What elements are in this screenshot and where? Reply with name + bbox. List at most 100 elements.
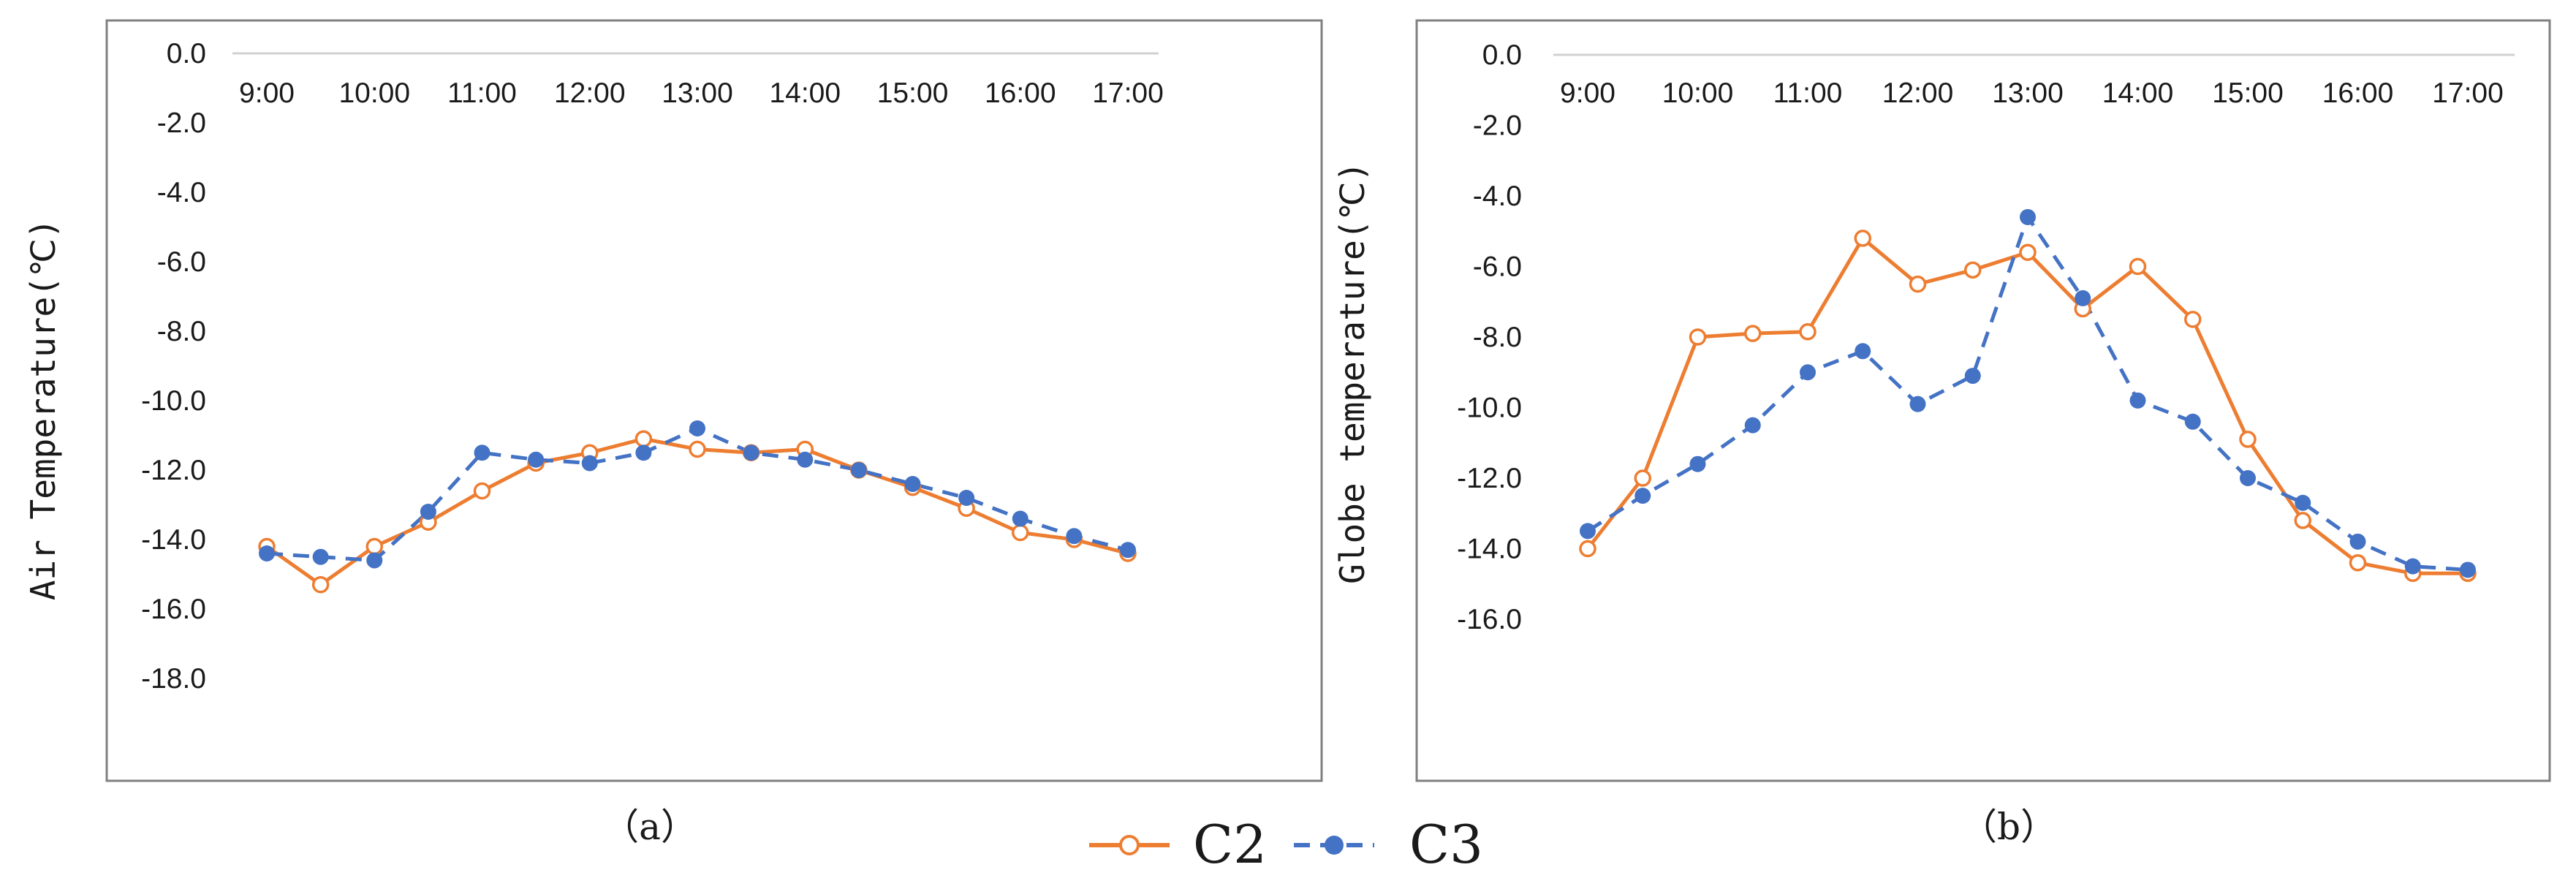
panel-b-series-c3-point <box>1855 343 1871 360</box>
panel-b-frame <box>1415 19 2551 782</box>
panel-a-series-c3-point <box>528 451 545 468</box>
panel-b-series-c3-point <box>2184 413 2201 430</box>
panel-b-series-c3-point <box>1689 455 1706 472</box>
panel-b-series-c2-point <box>1579 540 1596 558</box>
panel-b-caption: （b） <box>1961 806 2057 848</box>
panel-b-series-c3-point <box>1964 368 1981 385</box>
panel-b-y-tick-label: -8.0 <box>1473 322 1522 353</box>
panel-a-series-c2-point <box>311 576 330 594</box>
panel-b-series-c2-point <box>1964 261 1982 279</box>
panel-b-x-tick-label: 11:00 <box>1773 77 1843 109</box>
panel-a-caption: （a） <box>602 806 697 848</box>
panel-b-series-c3-point <box>1744 417 1761 434</box>
panel-a-series-c3-point <box>797 451 814 468</box>
legend-c3-label: C3 <box>1409 814 1483 875</box>
panel-b-x-tick-label: 16:00 <box>2322 77 2394 109</box>
panel-a-plot <box>232 52 1159 594</box>
panel-a-series-c3-point <box>1012 510 1028 527</box>
panel-a-x-tick-label: 9:00 <box>239 77 295 109</box>
panel-a-y-axis-title: Air Temperature(℃) <box>23 219 63 600</box>
panel-a-x-tick-label: 15:00 <box>877 77 949 109</box>
panel-b-series-c2-point <box>2294 512 2311 529</box>
panel-b-series-c2-point <box>2019 243 2037 261</box>
panel-a-series-c3-point <box>366 552 383 569</box>
panel-a-x-tick-label: 16:00 <box>985 77 1056 109</box>
panel-b-y-tick-label: -2.0 <box>1473 110 1522 142</box>
panel-b-series-c2-point <box>1634 469 1651 487</box>
panel-b-series-c3-point <box>1634 488 1651 504</box>
panel-b-x-tick-label: 17:00 <box>2432 77 2504 109</box>
panel-b-series-c3-point <box>2460 561 2476 578</box>
panel-b-y-axis-title: Globe temperature(℃) <box>1333 162 1372 584</box>
panel-b-series-c2-point <box>2184 311 2202 328</box>
panel-b-series-c3-point <box>2404 558 2421 575</box>
panel-a-series-c3-point <box>958 490 975 506</box>
panel-a-y-tick-label: -4.0 <box>157 177 206 208</box>
panel-b-series-c3-point <box>1580 523 1596 540</box>
panel-a-series-c3-point <box>1120 542 1136 559</box>
panel-a-series-c3-point <box>635 444 652 461</box>
panel-b-series-c3-point <box>1909 396 1926 412</box>
panel-a-frame <box>105 19 1323 782</box>
panel-b-y-tick-label: -14.0 <box>1457 534 1522 565</box>
panel-a-series-c3-point <box>1066 528 1083 545</box>
panel-b-series-c3-point <box>2295 494 2311 511</box>
panel-a-axis-labels: 0.0 -2.0 -4.0 -6.0 -8.0 -10.0 -12.0 -14.0 -16.0 -… <box>141 38 1164 695</box>
panel-b-series-c3-point <box>2075 290 2091 306</box>
panel-b-y-tick-label: -10.0 <box>1457 393 1522 424</box>
panel-a-y-tick-label: -2.0 <box>157 107 206 139</box>
panel-b-x-tick-label: 14:00 <box>2102 77 2174 109</box>
panel-a-x-tick-label: 17:00 <box>1092 77 1164 109</box>
panel-b-series-c2-point <box>1689 328 1707 346</box>
panel-a-y-tick-label: -14.0 <box>141 524 206 556</box>
panel-a-series-c3-point <box>850 462 867 478</box>
panel-b-axis-labels: 0.0 -2.0 -4.0 -6.0 -8.0 -10.0 -12.0 -14.0 -16.0 9… <box>1457 39 2504 635</box>
panel-a-series-c3-point <box>474 444 490 461</box>
panel-b-plot <box>1553 53 2515 583</box>
legend: C2 C3 <box>1089 814 1483 875</box>
panel-b: 0.0 -2.0 -4.0 -6.0 -8.0 -10.0 -12.0 -14.0 -16.0 9… <box>1333 19 2551 848</box>
panel-a-x-tick-label: 12:00 <box>554 77 626 109</box>
panel-a-x-tick-label: 11:00 <box>447 77 517 109</box>
panel-b-series-c2-point <box>1909 275 1927 293</box>
legend-c3-marker <box>1325 836 1344 855</box>
panel-b-x-tick-label: 10:00 <box>1662 77 1734 109</box>
panel-a-series-c3-point <box>904 476 921 492</box>
panel-a-series-c2-point <box>473 482 491 500</box>
panel-b-series-c2-point <box>1854 230 1871 247</box>
panel-a-x-tick-label: 13:00 <box>662 77 733 109</box>
panel-a-y-tick-label: -12.0 <box>141 455 206 486</box>
panel-a-y-tick-label: -8.0 <box>157 316 206 347</box>
panel-b-y-tick-label: -6.0 <box>1473 251 1522 283</box>
panel-b-x-tick-label: 15:00 <box>2212 77 2284 109</box>
panel-b-series-c2-point <box>2349 554 2367 572</box>
legend-c2-marker <box>1119 835 1140 855</box>
panel-b-series-c3-point <box>1800 364 1816 381</box>
panel-a: 0.0 -2.0 -4.0 -6.0 -8.0 -10.0 -12.0 -14.0 -16.0 -… <box>23 19 1323 848</box>
panel-b-x-tick-label: 12:00 <box>1882 77 1954 109</box>
legend-c2-label: C2 <box>1193 814 1267 875</box>
panel-b-series-c2-point <box>1799 323 1817 341</box>
panel-b-y-tick-label: -4.0 <box>1473 181 1522 212</box>
panel-a-series-c3-point <box>259 545 275 561</box>
panel-a-series-c3-point <box>420 504 436 520</box>
panel-a-y-tick-label: -6.0 <box>157 246 206 278</box>
panel-a-series-c2-point <box>365 537 383 556</box>
panel-b-x-tick-label: 13:00 <box>1992 77 2064 109</box>
panel-a-y-tick-label: 0.0 <box>167 38 206 69</box>
panel-a-y-tick-label: -10.0 <box>141 385 206 417</box>
panel-b-y-tick-label: -16.0 <box>1457 604 1522 635</box>
panel-b-series-c3-point <box>2240 470 2256 486</box>
panel-b-y-tick-label: 0.0 <box>1482 39 1522 71</box>
panel-a-y-tick-label: -16.0 <box>141 594 206 625</box>
panel-a-x-tick-label: 10:00 <box>338 77 410 109</box>
panel-b-series-c3-point <box>2349 533 2366 550</box>
panel-a-series-c2-point <box>634 430 653 447</box>
panel-b-series-c3-point <box>2020 208 2036 225</box>
panel-a-series-c3-point <box>312 548 329 565</box>
panel-b-series-c2-point <box>2239 431 2257 448</box>
panel-b-y-tick-label: -12.0 <box>1457 463 1522 494</box>
panel-a-x-tick-label: 14:00 <box>769 77 841 109</box>
panel-a-series-c3-point <box>689 420 705 436</box>
